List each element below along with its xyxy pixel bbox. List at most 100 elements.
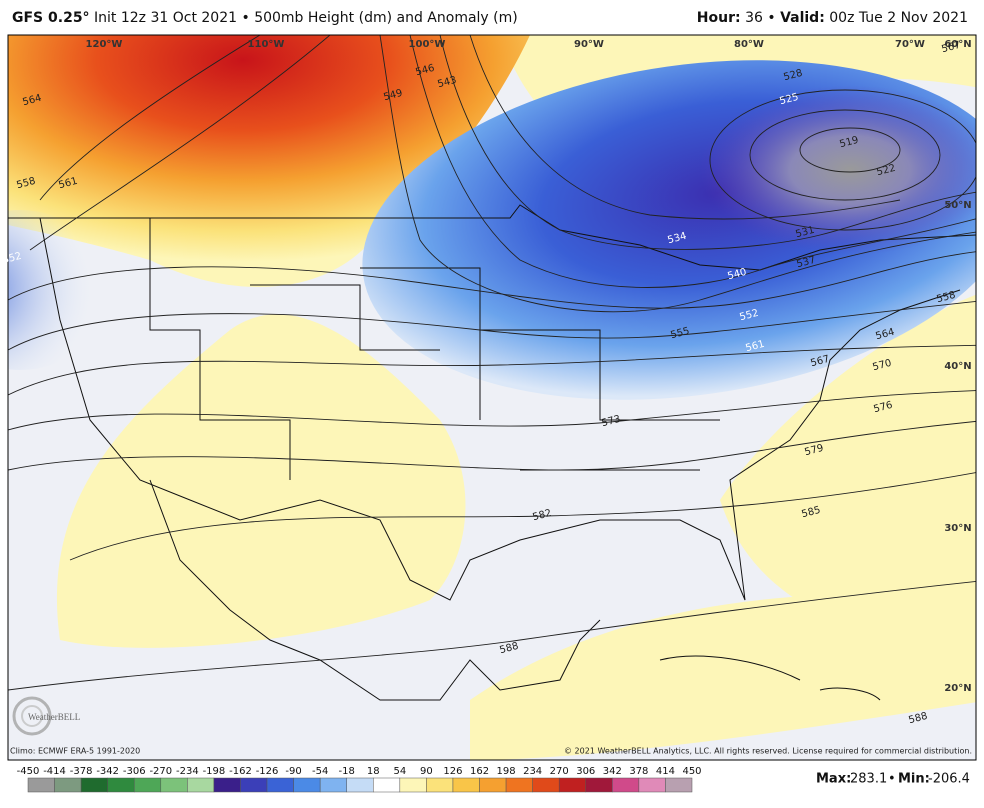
height-contours	[8, 35, 976, 691]
longitude-label: 120°W	[86, 39, 123, 50]
colorbar-tick-label: -270	[149, 766, 172, 777]
contour-label: 588	[907, 711, 928, 727]
colorbar-bin	[426, 777, 454, 793]
separator: •	[888, 772, 896, 787]
longitude-label: 60°N	[944, 39, 971, 50]
colorbar-tick-label: 378	[629, 766, 648, 777]
colorbar-tick-label: 18	[367, 766, 380, 777]
valid-label: Valid:	[780, 10, 825, 26]
contour-label: 531	[794, 225, 815, 241]
contour-label: 537	[795, 255, 816, 271]
contour-label: 522	[875, 163, 896, 179]
anomaly-area	[8, 35, 530, 288]
contour-label: 561	[744, 339, 765, 355]
stats: Max: 283.1 • Min: -206.4	[816, 772, 970, 787]
colorbar-bin	[346, 777, 374, 793]
contour-label: 573	[600, 414, 621, 430]
copyright: © 2021 WeatherBELL Analytics, LLC. All r…	[564, 747, 972, 756]
map-frame	[7, 34, 977, 761]
colorbar-tick-label: -54	[312, 766, 328, 777]
boundaries	[8, 204, 976, 701]
colorbar-bin	[373, 777, 401, 793]
contour-label: 558	[935, 290, 956, 306]
contour-label: 585	[800, 505, 821, 521]
anomaly-area	[56, 314, 466, 648]
max: 283.1	[850, 772, 887, 787]
colorbar-tick-label: -18	[339, 766, 355, 777]
hour: 36	[745, 10, 763, 26]
colorbar-tick-label: 306	[576, 766, 595, 777]
longitude-label: 110°W	[248, 39, 285, 50]
colorbar: -450 -414 -378 -342 -306 -270 -234 -198 -162 -126…	[17, 766, 702, 793]
anomaly-area	[8, 210, 110, 370]
colorbar-bin	[638, 777, 666, 793]
map-labels: 120°W 110°W 100°W 90°W 80°W 70°W 60°N 50°N 40°N 3…	[1, 39, 971, 726]
contour-label: 549	[382, 88, 403, 104]
colorbar-tick-label: 342	[603, 766, 622, 777]
colorbar-bin	[54, 777, 82, 793]
colorbar-bin	[479, 777, 507, 793]
contour-label: 543	[436, 75, 457, 91]
colorbar-bin	[187, 777, 215, 793]
colorbar-bin	[612, 777, 640, 793]
min: -206.4	[928, 772, 970, 787]
colorbar-bin	[293, 777, 321, 793]
min-label: Min:	[898, 772, 930, 787]
colorbar-bin	[399, 777, 427, 793]
contour-label: 582	[531, 508, 552, 524]
colorbar-tick-label: -126	[256, 766, 279, 777]
separator: •	[241, 10, 250, 26]
contour-label: 561	[57, 176, 78, 192]
colorbar-tick-label: -450	[17, 766, 40, 777]
colorbar-bin	[665, 777, 693, 793]
colorbar-tick-label: 90	[420, 766, 433, 777]
colorbar-tick-label: 450	[682, 766, 701, 777]
colorbar-bin	[27, 777, 55, 793]
longitude-label: 90°W	[574, 39, 604, 50]
colorbar-tick-label: -342	[96, 766, 119, 777]
colorbar-tick-label: -90	[285, 766, 301, 777]
colorbar-tick-label: 54	[393, 766, 406, 777]
longitude-label: 100°W	[409, 39, 446, 50]
colorbar-tick-label: -234	[176, 766, 199, 777]
contour-label: 534	[666, 231, 687, 247]
header-right: Hour: 36 • Valid: 00z Tue 2 Nov 2021	[697, 10, 968, 26]
contour-label: 588	[498, 641, 519, 657]
latitude-label: 30°N	[944, 523, 971, 534]
map-area	[8, 35, 976, 760]
colorbar-bin	[240, 777, 268, 793]
contour-label: 558	[15, 176, 36, 192]
colorbar-bin	[266, 777, 294, 793]
max-label: Max:	[816, 772, 851, 787]
contour-label: 546	[414, 63, 435, 79]
contour-label: 579	[803, 443, 824, 459]
anomaly-area	[720, 294, 976, 658]
header-left: GFS 0.25° Init 12z 31 Oct 2021 • 500mb H…	[12, 10, 518, 26]
contour-label: 576	[872, 400, 893, 416]
contour-label: 552	[738, 308, 759, 324]
longitude-label: 80°W	[734, 39, 764, 50]
colorbar-tick-label: -414	[43, 766, 66, 777]
contour-label: 540	[726, 267, 747, 283]
colorbar-bin	[213, 777, 241, 793]
colorbar-tick-label: 198	[497, 766, 516, 777]
latitude-label: 20°N	[944, 683, 971, 694]
colorbar-tick-label: -306	[123, 766, 146, 777]
colorbar-bin	[505, 777, 533, 793]
contour-label: 528	[782, 68, 803, 84]
model: GFS 0.25°	[12, 10, 90, 26]
colorbar-bin	[160, 777, 188, 793]
hour-label: Hour:	[696, 10, 741, 26]
valid: 00z Tue 2 Nov 2021	[829, 10, 968, 26]
colorbar-tick-label: -378	[70, 766, 93, 777]
colorbar-bin	[532, 777, 560, 793]
colorbar-bin	[585, 777, 613, 793]
contour-label: 564	[21, 93, 42, 109]
field: 500mb Height (dm) and Anomaly (m)	[254, 10, 518, 26]
colorbar-tick-label: 270	[550, 766, 569, 777]
colorbar-tick-label: 162	[470, 766, 489, 777]
colorbar-tick-label: 126	[443, 766, 462, 777]
latitude-label: 50°N	[944, 200, 971, 211]
